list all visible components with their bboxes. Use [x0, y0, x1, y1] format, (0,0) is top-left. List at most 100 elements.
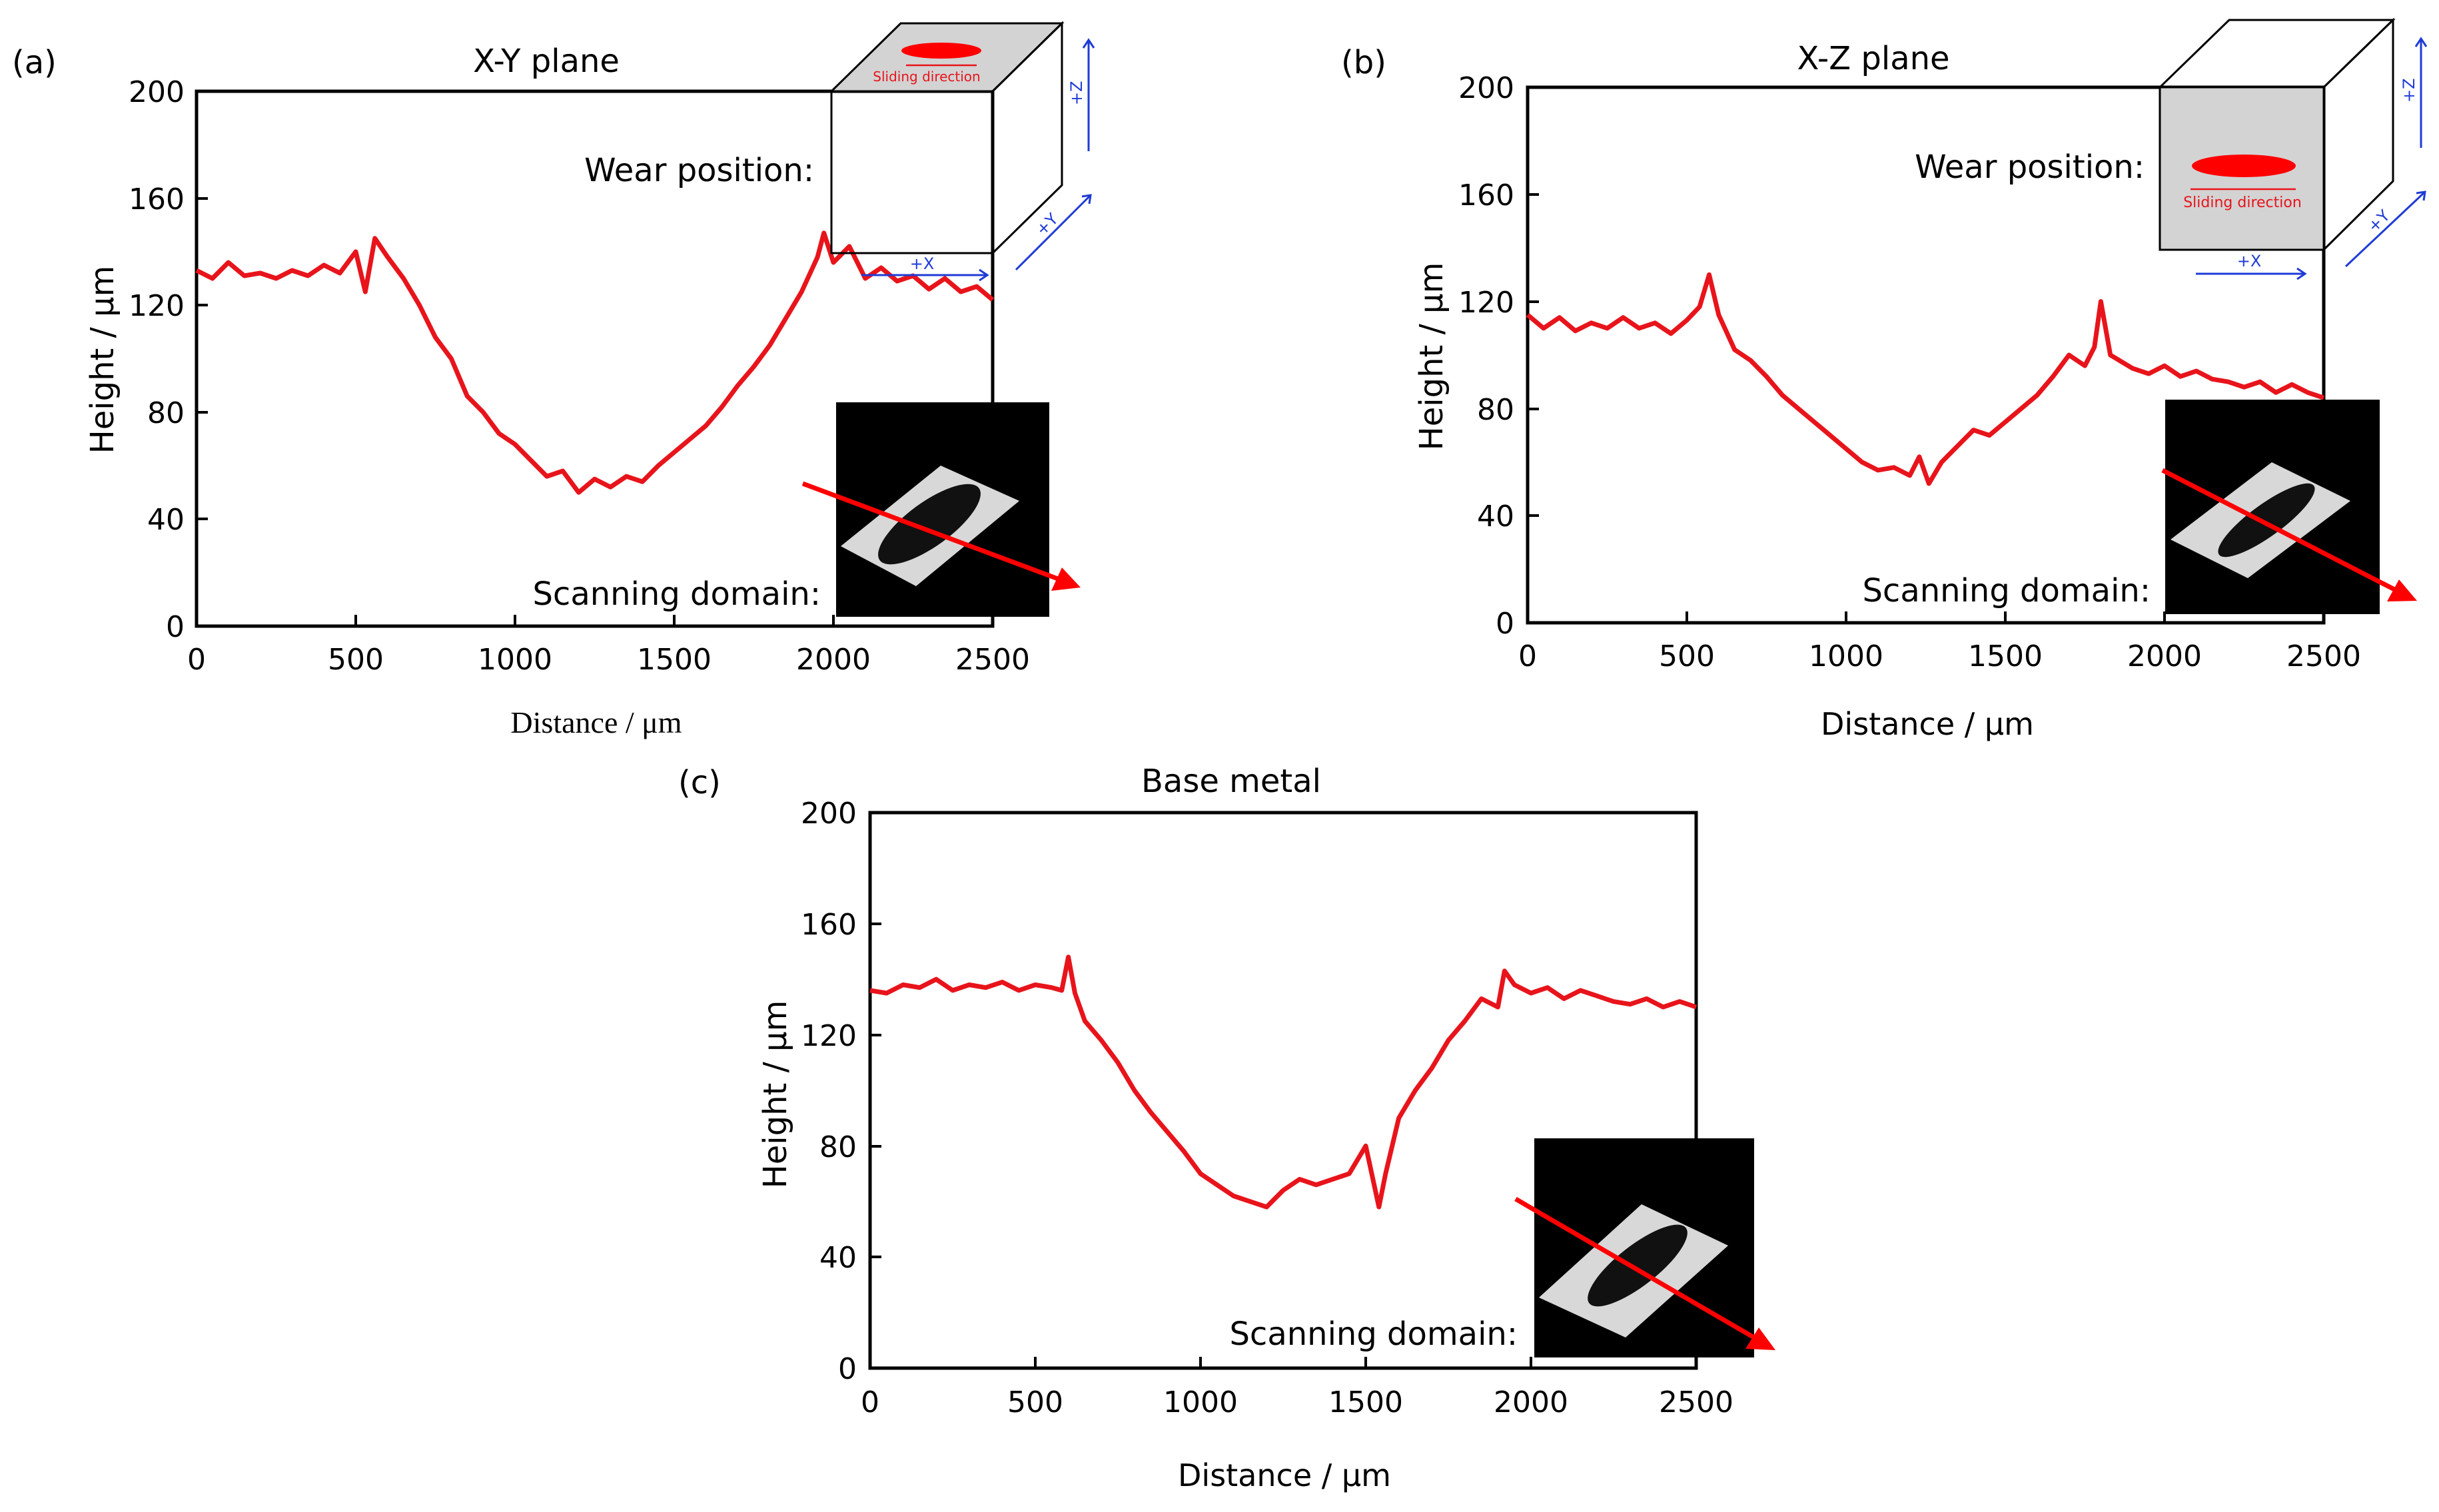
x-tick-label: 2500: [2286, 639, 2361, 673]
scan-arrow-line: [801, 481, 1065, 583]
sliding-direction-label: Sliding direction: [2183, 194, 2302, 211]
y-axis-label: Height / μm: [1413, 262, 1450, 451]
wear-box-icon: Sliding direction +X +Y +Z: [829, 21, 1095, 282]
axis-x-label: +X: [910, 254, 935, 273]
plot-frame: [195, 89, 995, 628]
chart-title: X-Y plane: [473, 43, 620, 80]
y-tick-label: 120: [801, 1019, 857, 1053]
scan-arrow-icon: [1514, 1196, 1775, 1350]
y-tick-label: 40: [819, 1241, 857, 1275]
profile-line: [195, 230, 995, 495]
x-tick-label: 1500: [637, 643, 712, 677]
x-tick-label: 2000: [2127, 639, 2202, 673]
axis-z-arrowhead-icon: [2414, 37, 2428, 47]
x-tick-label: 0: [861, 1385, 879, 1419]
scan-arrow-icon: [2161, 468, 2417, 601]
x-tick-label: 2500: [955, 643, 1030, 677]
x-tick-label: 1000: [1809, 639, 1883, 673]
y-tick-label: 200: [129, 75, 185, 109]
scan-inset-icon: [836, 402, 1049, 617]
scan-inset-icon: [2165, 400, 2380, 614]
scan-inset-icon: [1534, 1138, 1754, 1357]
wear-track-icon: [1588, 1224, 1688, 1307]
box-side-face: [2322, 17, 2394, 252]
y-ticks: 0 40 80 120 160 200: [1458, 71, 1539, 641]
y-ticks: 0 40 80 120 160 200: [129, 75, 208, 644]
scanning-domain-label: Scanning domain:: [1862, 572, 2151, 609]
x-ticks: 0 500 1000 1500 2000 2500: [1518, 611, 2361, 673]
axis-z-arrowhead-icon: [1082, 38, 1095, 49]
panel-label: (c): [678, 764, 721, 801]
y-tick-label: 80: [147, 396, 185, 430]
scanning-domain-label: Scanning domain:: [1229, 1316, 1518, 1353]
scan-arrowhead: [2387, 579, 2417, 601]
y-tick-label: 80: [1477, 393, 1514, 427]
y-tick-label: 160: [801, 908, 857, 942]
y-tick-label: 40: [1477, 500, 1514, 534]
wear-scar-icon: [901, 43, 981, 59]
axis-y-label: +Y: [1032, 210, 1062, 240]
scan-arrowhead: [1745, 1327, 1775, 1350]
plot-frame: [868, 811, 1698, 1370]
plot-frame: [1526, 85, 2326, 625]
x-tick-label: 1500: [1328, 1385, 1403, 1419]
wear-position-label: Wear position:: [584, 152, 814, 189]
scan-arrow-line: [2161, 468, 2400, 594]
axis-z-label: +Z: [1067, 81, 1086, 105]
x-ticks: 0 500 1000 1500 2000 2500: [861, 1357, 1733, 1419]
axis-y-arrow-icon: [2344, 190, 2426, 268]
axis-y-arrowhead-icon: [2416, 190, 2426, 201]
axis-x-label: +X: [2237, 252, 2262, 270]
axis-x-arrowhead-icon: [2296, 267, 2307, 280]
y-tick-label: 200: [801, 797, 857, 831]
y-tick-label: 80: [819, 1130, 857, 1164]
scan-arrow-line: [1514, 1196, 1759, 1342]
box-side-face: [991, 21, 1063, 256]
wear-position-label: Wear position:: [1915, 149, 2145, 186]
chart-title: Base metal: [1141, 763, 1321, 800]
x-tick-label: 500: [1007, 1385, 1063, 1419]
y-tick-label: 160: [1458, 179, 1514, 212]
y-axis-label: Height / μm: [757, 1000, 794, 1189]
chart-title: X-Z plane: [1797, 40, 1949, 77]
x-axis-label: Distance / μm: [510, 705, 682, 739]
y-tick-label: 0: [166, 610, 185, 644]
axis-y-arrow-icon: [1015, 194, 1092, 271]
x-tick-label: 0: [187, 643, 206, 677]
x-tick-label: 2000: [796, 643, 871, 677]
panel-a: (a) X-Y plane Height / μm Distance / μm …: [12, 21, 1095, 739]
axis-x-arrowhead-icon: [979, 268, 989, 282]
y-tick-label: 0: [838, 1352, 857, 1386]
x-ticks: 0 500 1000 1500 2000 2500: [187, 615, 1030, 677]
y-tick-label: 0: [1496, 607, 1514, 641]
y-tick-label: 200: [1458, 71, 1514, 105]
wear-scar-icon: [2192, 155, 2296, 177]
sliding-direction-label: Sliding direction: [873, 69, 980, 85]
y-tick-label: 120: [129, 289, 185, 323]
y-tick-label: 120: [1458, 286, 1514, 320]
panel-b: (b) X-Z plane Height / μm Distance / μm …: [1341, 17, 2428, 742]
profile-line: [869, 954, 1698, 1210]
axis-y-label: +Y: [2364, 206, 2394, 236]
axis-y-arrowhead-icon: [1081, 194, 1092, 204]
scanning-domain-label: Scanning domain:: [532, 575, 821, 613]
x-tick-label: 1500: [1968, 639, 2043, 673]
panel-label: (a): [12, 44, 57, 81]
wear-track-icon: [2218, 483, 2315, 558]
y-tick-label: 160: [129, 183, 185, 216]
panel-label: (b): [1341, 44, 1386, 81]
profile-line: [1526, 272, 2325, 486]
y-ticks: 0 40 80 120 160 200: [801, 797, 881, 1386]
wear-box-icon: Sliding direction +X +Y +Z: [2157, 17, 2428, 280]
x-tick-label: 2500: [1659, 1385, 1733, 1419]
scan-arrow-icon: [801, 481, 1081, 591]
scan-arrowhead: [1051, 567, 1081, 591]
wear-track-icon: [878, 484, 981, 565]
y-axis-label: Height / μm: [84, 266, 121, 454]
x-tick-label: 1000: [1163, 1385, 1238, 1419]
x-tick-label: 500: [328, 643, 384, 677]
x-tick-label: 2000: [1494, 1385, 1568, 1419]
box-front-face: [830, 90, 994, 254]
panel-c: (c) Base metal Height / μm Distance / μm…: [678, 763, 1775, 1493]
